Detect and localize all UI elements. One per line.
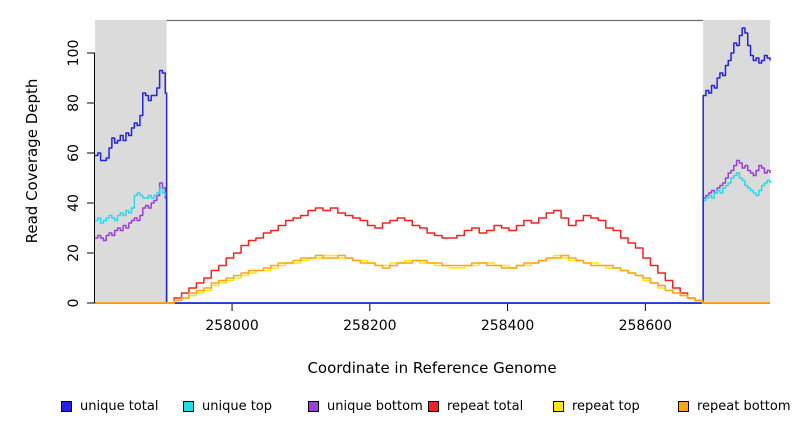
legend-item-repeat-bottom: repeat bottom: [678, 396, 791, 416]
x-axis-title: Coordinate in Reference Genome: [307, 359, 557, 377]
x-tick-label: 258600: [619, 318, 672, 334]
legend-swatch-unique-top-icon: [183, 400, 194, 412]
x-tick-label: 258000: [205, 318, 258, 334]
y-tick-label: 100: [66, 40, 82, 67]
x-tick-label: 258400: [481, 318, 534, 334]
x-tick-label: 258200: [343, 318, 396, 334]
y-tick-label: 20: [66, 244, 82, 262]
legend-swatch-unique-total-icon: [61, 400, 72, 412]
legend-item-unique-bottom: unique bottom: [308, 396, 423, 416]
legend-item-repeat-top: repeat top: [553, 396, 640, 416]
shaded-region: [95, 20, 167, 303]
y-tick-label: 60: [66, 144, 82, 162]
legend-item-unique-top: unique top: [183, 396, 272, 416]
legend-swatch-repeat-top-icon: [553, 400, 564, 412]
legend-label-unique-bottom: unique bottom: [327, 398, 423, 414]
y-axis-title: Read Coverage Depth: [23, 78, 41, 244]
series-unique-bottom: [95, 159, 771, 304]
y-tick-label: 0: [66, 299, 82, 308]
legend-item-unique-total: unique total: [61, 396, 158, 416]
legend-label-repeat-top: repeat top: [572, 398, 640, 414]
series-repeat-bottom: [95, 254, 770, 304]
legend-swatch-repeat-total-icon: [428, 400, 439, 412]
legend-label-unique-top: unique top: [202, 398, 273, 414]
chart-legend: unique total unique top unique bottom repea…: [0, 396, 792, 418]
legend-swatch-unique-bottom-icon: [308, 400, 319, 412]
series-unique-total: [95, 27, 771, 304]
legend-item-repeat-total: repeat total: [428, 396, 523, 416]
legend-label-repeat-total: repeat total: [447, 398, 524, 414]
legend-label-repeat-bottom: repeat bottom: [697, 398, 791, 414]
legend-swatch-repeat-bottom-icon: [678, 400, 689, 412]
y-tick-label: 40: [66, 194, 82, 212]
series-repeat-total: [95, 207, 770, 304]
legend-label-unique-total: unique total: [80, 398, 159, 414]
y-tick-label: 80: [66, 94, 82, 112]
